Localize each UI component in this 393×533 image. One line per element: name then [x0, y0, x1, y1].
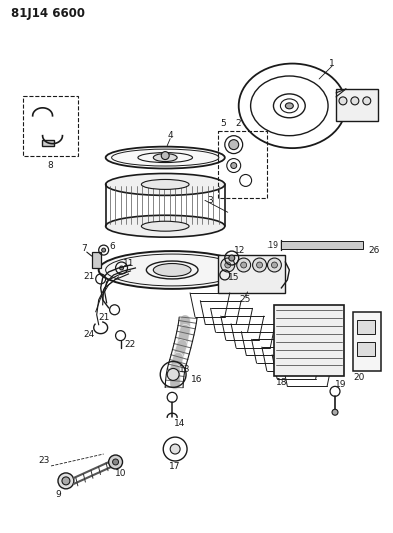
Bar — [281, 241, 363, 249]
Ellipse shape — [106, 147, 225, 168]
Text: 19: 19 — [335, 380, 347, 389]
Ellipse shape — [106, 215, 225, 237]
Circle shape — [58, 473, 74, 489]
Bar — [336, 89, 378, 121]
Ellipse shape — [285, 103, 293, 109]
Text: 81J14 6600: 81J14 6600 — [11, 7, 85, 20]
Text: 24: 24 — [83, 330, 94, 339]
Circle shape — [363, 97, 371, 105]
Circle shape — [161, 151, 169, 159]
Circle shape — [170, 444, 180, 454]
Text: 17: 17 — [169, 463, 181, 472]
Ellipse shape — [153, 154, 177, 161]
Ellipse shape — [153, 263, 191, 277]
Text: 21: 21 — [98, 313, 109, 322]
Circle shape — [221, 258, 235, 272]
Text: 11: 11 — [123, 259, 134, 268]
Text: 21: 21 — [83, 272, 94, 281]
Text: 6: 6 — [110, 241, 116, 251]
Circle shape — [339, 97, 347, 105]
Bar — [92, 252, 101, 268]
Circle shape — [119, 266, 123, 270]
Text: 8: 8 — [48, 161, 53, 170]
Text: 4: 4 — [167, 131, 173, 140]
Text: 2: 2 — [235, 119, 241, 128]
Text: 9: 9 — [55, 490, 61, 499]
Circle shape — [332, 409, 338, 415]
Bar — [218, 255, 285, 293]
Circle shape — [272, 262, 277, 268]
Ellipse shape — [99, 251, 246, 289]
Text: 26: 26 — [368, 246, 379, 255]
Text: 1: 1 — [329, 59, 335, 68]
Circle shape — [351, 97, 359, 105]
Circle shape — [167, 368, 179, 381]
Bar — [218, 131, 268, 198]
Circle shape — [241, 262, 247, 268]
Bar — [357, 320, 375, 334]
Text: 14: 14 — [174, 419, 186, 427]
Text: 22: 22 — [125, 340, 136, 349]
Ellipse shape — [141, 180, 189, 189]
Bar — [357, 342, 375, 356]
Circle shape — [268, 258, 281, 272]
Circle shape — [237, 258, 251, 272]
Text: 20: 20 — [353, 373, 365, 382]
Circle shape — [229, 140, 239, 150]
Text: 16: 16 — [191, 375, 203, 384]
Bar — [23, 96, 78, 156]
Ellipse shape — [141, 221, 189, 231]
Bar — [42, 140, 53, 146]
Bar — [353, 312, 381, 372]
Bar — [274, 305, 344, 376]
Text: 3: 3 — [207, 196, 213, 205]
Text: 7: 7 — [81, 244, 87, 253]
Text: 23: 23 — [39, 456, 50, 465]
Text: 10: 10 — [115, 470, 126, 479]
Circle shape — [257, 262, 263, 268]
Circle shape — [62, 477, 70, 485]
Text: .19: .19 — [266, 240, 278, 249]
Text: 18: 18 — [275, 378, 287, 387]
Text: 12: 12 — [234, 246, 245, 255]
Circle shape — [225, 262, 231, 268]
Circle shape — [253, 258, 266, 272]
Circle shape — [231, 163, 237, 168]
Text: 5: 5 — [220, 119, 226, 128]
Text: 25: 25 — [239, 295, 250, 304]
Circle shape — [102, 248, 106, 252]
Circle shape — [113, 459, 119, 465]
Circle shape — [229, 255, 235, 261]
Text: 13: 13 — [179, 365, 191, 374]
Circle shape — [108, 455, 123, 469]
Ellipse shape — [106, 173, 225, 196]
Text: 15: 15 — [228, 273, 239, 282]
